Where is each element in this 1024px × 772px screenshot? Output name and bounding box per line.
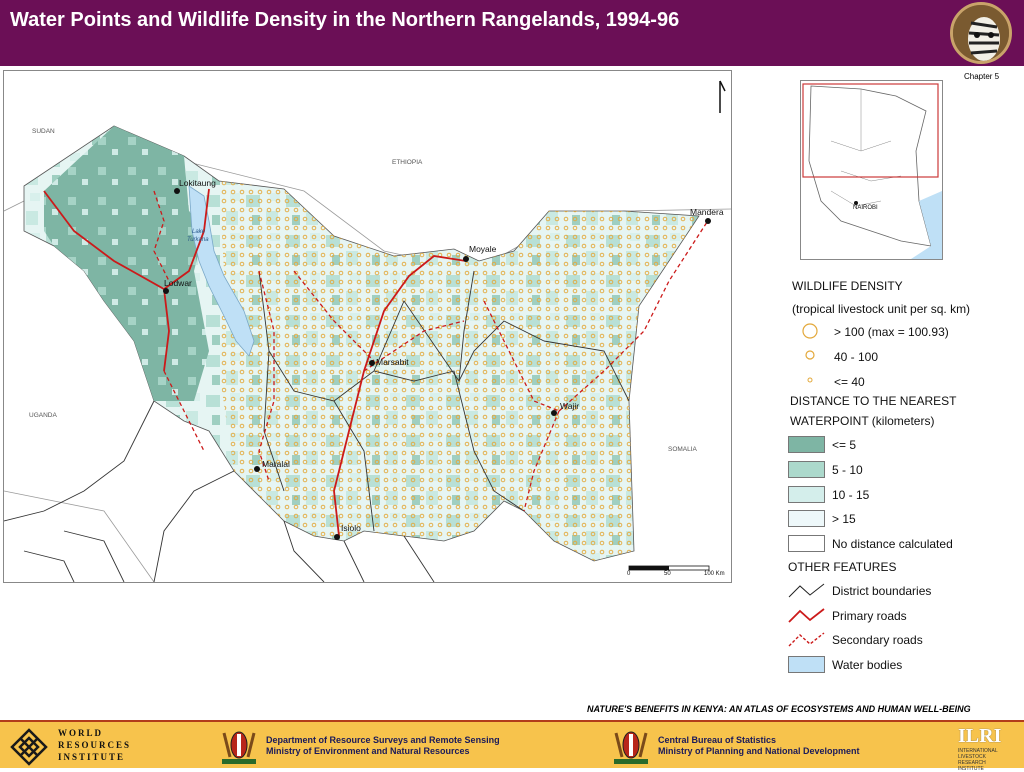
swatch-water — [788, 656, 825, 673]
town-lodwar-marker — [163, 288, 169, 294]
district-boundaries — [3, 270, 630, 583]
lake-label: Turkana — [187, 237, 209, 243]
legend-wildlife-unit: (tropical livestock unit per sq. km) — [792, 302, 971, 316]
town-lokitaung-marker — [174, 188, 180, 194]
nairobi-marker — [854, 201, 858, 205]
zebra-photo-icon — [950, 2, 1012, 64]
header-bar: Water Points and Wildlife Density in the… — [0, 0, 1024, 66]
density-low-icon — [807, 377, 813, 383]
town-label: Lokitaung — [179, 178, 216, 188]
density-mid-icon — [805, 350, 815, 360]
legend-density-label: > 100 (max = 100.93) — [834, 325, 949, 339]
wri-logo-icon — [10, 728, 48, 766]
town-mandera-marker — [705, 218, 711, 224]
nairobi-label: NAIROBI — [853, 205, 878, 211]
town-isiolo-marker — [334, 534, 340, 540]
north-arrow-icon — [719, 80, 726, 113]
swatch-distance-0 — [788, 436, 825, 453]
legend-density-label: 40 - 100 — [834, 350, 879, 364]
density-high-icon — [802, 323, 818, 339]
legend-other-title: OTHER FEATURES — [788, 560, 897, 574]
town-label: Wajir — [560, 401, 579, 411]
legend-distance-title: DISTANCE TO THE NEAREST — [790, 394, 957, 408]
swatch-distance-1 — [788, 461, 825, 478]
legend-other-label: Secondary roads — [832, 632, 923, 647]
dept2-text: Central Bureau of Statistics Ministry of… — [658, 735, 860, 756]
legend-wildlife-title: WILDLIFE DENSITY — [792, 279, 903, 293]
swatch-distance-4 — [788, 535, 825, 552]
town-label: Mandera — [690, 207, 724, 217]
chapter-label: Chapter 5 — [964, 72, 1000, 81]
legend-distance-label: No distance calculated — [832, 536, 953, 551]
town-marsabit-marker — [369, 360, 375, 366]
study-region — [23, 125, 700, 562]
swatch-distance-2 — [788, 486, 825, 503]
secondary-road-symbol — [788, 632, 825, 647]
town-label: Lodwar — [164, 278, 192, 288]
kenya-emblem-icon — [216, 725, 262, 767]
lake-label: Lake — [192, 229, 206, 235]
scale-bar: 0 50 100 Km — [627, 565, 725, 577]
legend-distance-label: > 15 — [832, 511, 856, 526]
primary-road-symbol — [788, 608, 825, 623]
legend-distance-title: WATERPOINT (kilometers) — [790, 414, 935, 428]
wri-name: WORLD RESOURCES INSTITUTE — [58, 728, 132, 762]
dept1-text: Department of Resource Surveys and Remot… — [266, 735, 500, 756]
district-boundary-symbol — [788, 583, 825, 598]
lake-turkana — [188, 185, 255, 357]
town-label: Marsabit — [376, 357, 409, 367]
legend-other-label: Water bodies — [832, 657, 903, 672]
scale-label: 0 — [627, 571, 631, 577]
swatch-distance-3 — [788, 510, 825, 527]
legend-distance-label: 10 - 15 — [832, 487, 870, 502]
town-wajir-marker — [551, 410, 557, 416]
inset-extent-box — [802, 83, 939, 178]
country-label: SOMALIA — [668, 446, 698, 453]
town-maralal-marker — [254, 466, 260, 472]
footer-bar: WORLD RESOURCES INSTITUTE Department of … — [0, 720, 1024, 772]
legend-other-label: Primary roads — [832, 608, 907, 623]
secondary-roads — [153, 190, 710, 512]
town-label: Isiolo — [341, 523, 361, 533]
legend-other-label: District boundaries — [832, 583, 932, 598]
town-markers — [163, 188, 711, 540]
page-title: Water Points and Wildlife Density in the… — [10, 9, 680, 31]
kenya-emblem-icon — [608, 725, 654, 767]
legend-distance-label: 5 - 10 — [832, 462, 863, 477]
town-moyale-marker — [463, 256, 469, 262]
legend-density-label: <= 40 — [834, 375, 865, 389]
main-map: Lokitaung Lodwar Moyale Mandera Marsabit… — [3, 70, 732, 583]
town-label: Maralal — [262, 459, 290, 469]
inset-map: NAIROBI — [800, 80, 943, 260]
country-label: UGANDA — [29, 412, 57, 419]
country-label: SUDAN — [32, 128, 55, 135]
ilri-logo: ILRI INTERNATIONAL LIVESTOCK RESEARCH IN… — [958, 725, 1002, 772]
legend-distance-label: <= 5 — [832, 437, 857, 452]
scale-label: 50 — [664, 571, 671, 577]
country-label: ETHIOPIA — [392, 159, 423, 166]
scale-label: 100 Km — [704, 571, 725, 577]
atlas-footnote: NATURE'S BENEFITS IN KENYA: AN ATLAS OF … — [587, 704, 971, 714]
town-label: Moyale — [469, 244, 497, 254]
